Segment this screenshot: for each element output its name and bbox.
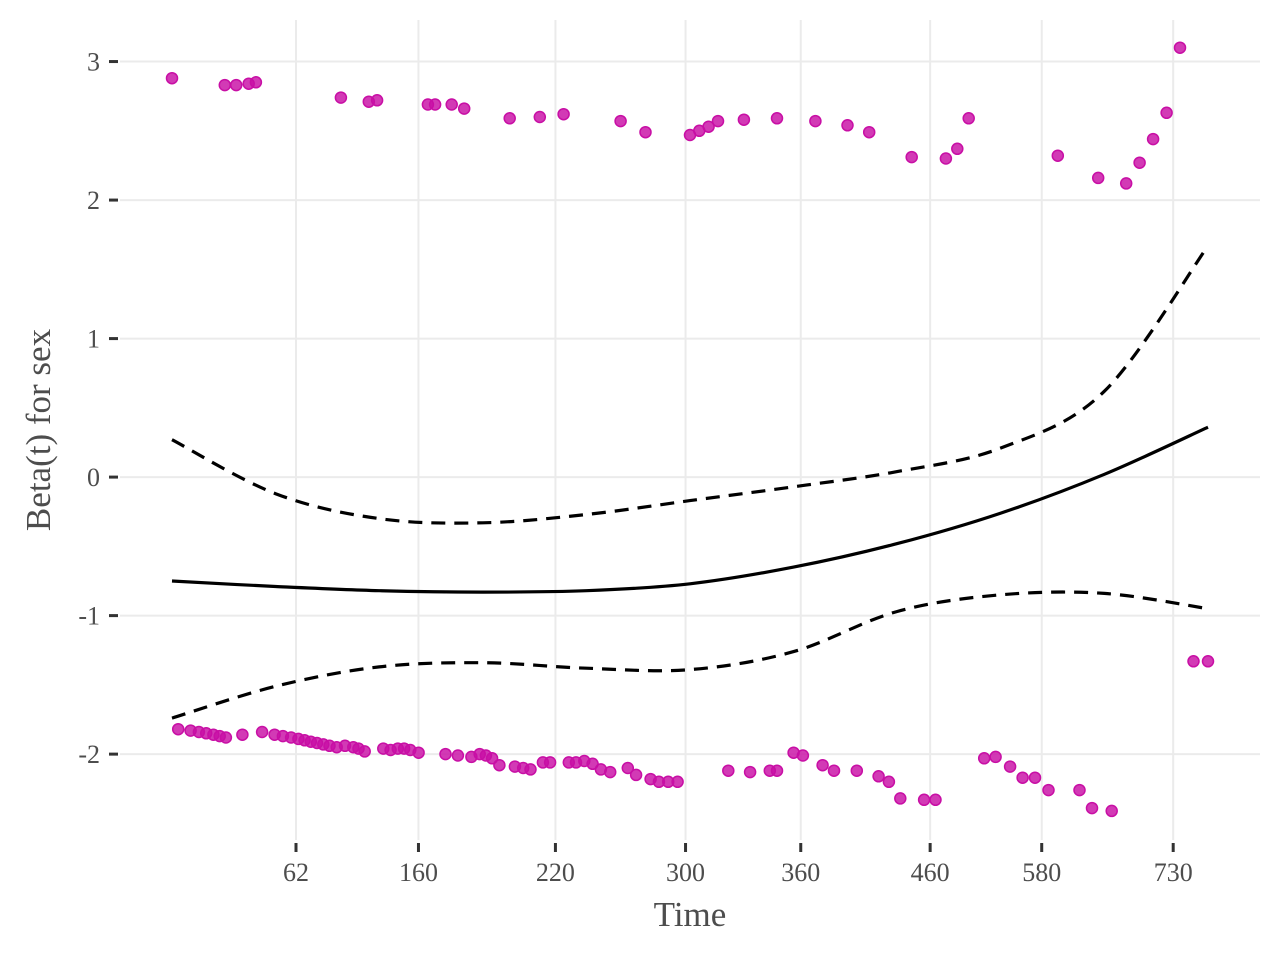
residual-point: [796, 749, 810, 762]
residual-point: [1051, 149, 1065, 162]
residual-point: [1042, 783, 1055, 797]
residual-point: [977, 752, 991, 765]
residual-point: [671, 775, 684, 789]
residual-point: [862, 125, 876, 139]
residual-point: [951, 142, 964, 156]
residual-point: [1003, 760, 1017, 773]
residual-point: [255, 725, 269, 739]
residual-point: [334, 91, 348, 104]
residual-point: [1091, 171, 1105, 185]
residual-point: [543, 756, 557, 769]
y-axis-title: Beta(t) for sex: [19, 328, 58, 531]
x-tick-label: 62: [283, 858, 309, 887]
x-tick-label: 300: [666, 858, 705, 887]
residual-point: [165, 71, 179, 85]
line-layer: [171, 244, 1210, 720]
residual-point: [939, 152, 953, 165]
residual-point: [439, 747, 452, 761]
grid-layer: [120, 20, 1260, 840]
residual-point: [1028, 771, 1042, 784]
residual-point: [621, 761, 635, 775]
y-tick-label: -2: [78, 740, 100, 769]
residual-point: [1201, 655, 1215, 668]
residual-point: [872, 770, 885, 783]
residual-point: [236, 728, 249, 741]
residual-point: [1016, 771, 1029, 784]
y-tick-label: 0: [87, 463, 100, 492]
residual-point: [412, 746, 425, 759]
x-tick-label: 730: [1154, 858, 1193, 887]
lower-line: [171, 590, 1209, 720]
residual-point: [229, 78, 243, 92]
residual-point: [905, 150, 918, 164]
residual-point: [370, 94, 384, 107]
residual-point: [1105, 804, 1118, 818]
residual-point: [219, 731, 233, 744]
residual-point: [1160, 106, 1173, 120]
residual-point: [249, 76, 263, 89]
residual-point: [1073, 783, 1086, 797]
point-layer: [165, 41, 1215, 818]
residual-point: [493, 758, 506, 772]
residual-point: [702, 120, 715, 133]
residual-point: [428, 98, 442, 111]
residual-point: [218, 78, 232, 92]
residual-point: [816, 758, 829, 772]
x-tick-label: 580: [1022, 858, 1061, 887]
residual-point: [524, 763, 537, 776]
residual-point: [711, 114, 725, 128]
residual-point: [737, 113, 751, 126]
residual-point: [827, 764, 841, 777]
residual-point: [962, 112, 975, 125]
residual-point: [770, 764, 784, 777]
y-tick-label: 1: [87, 325, 100, 354]
residual-point: [1133, 156, 1146, 169]
residual-point: [451, 749, 465, 762]
residual-point: [722, 764, 735, 777]
residual-point: [639, 125, 652, 139]
x-tick-label: 460: [911, 858, 950, 887]
x-tick-label: 360: [781, 858, 820, 887]
residual-point: [457, 102, 471, 115]
residual-point: [917, 793, 931, 807]
residual-point: [743, 765, 757, 779]
residual-point: [358, 745, 371, 758]
residual-point: [1173, 41, 1187, 54]
residual-point: [929, 793, 942, 807]
upper-line: [171, 244, 1210, 525]
y-tick-label: -1: [78, 602, 100, 631]
estimate-line: [171, 425, 1209, 594]
y-tick-label: 3: [87, 48, 100, 77]
residual-point: [1085, 801, 1099, 815]
residual-point: [770, 112, 784, 125]
x-tick-label: 220: [536, 858, 575, 887]
residual-point: [603, 765, 617, 779]
x-tick-label: 160: [399, 858, 438, 887]
residual-point: [850, 764, 864, 777]
residual-point: [882, 775, 896, 789]
residual-point: [171, 722, 185, 736]
residual-point: [989, 750, 1002, 764]
residual-point: [445, 98, 458, 111]
residual-point: [614, 114, 627, 128]
residual-point: [1119, 177, 1133, 190]
residual-point: [1187, 655, 1200, 668]
residual-point: [557, 107, 570, 121]
residual-point: [533, 110, 547, 124]
residual-point: [503, 112, 516, 125]
residual-point: [894, 792, 907, 805]
residual-point: [1146, 132, 1160, 146]
residual-point: [841, 119, 854, 132]
residual-point: [809, 114, 822, 128]
axis-layer: -2 -1 0 1 2 3 62 160 220 300 360 460 580 730: [78, 48, 1192, 887]
y-tick-label: 2: [87, 186, 100, 215]
x-axis-title: Time: [654, 895, 727, 934]
residual-point: [629, 768, 643, 782]
